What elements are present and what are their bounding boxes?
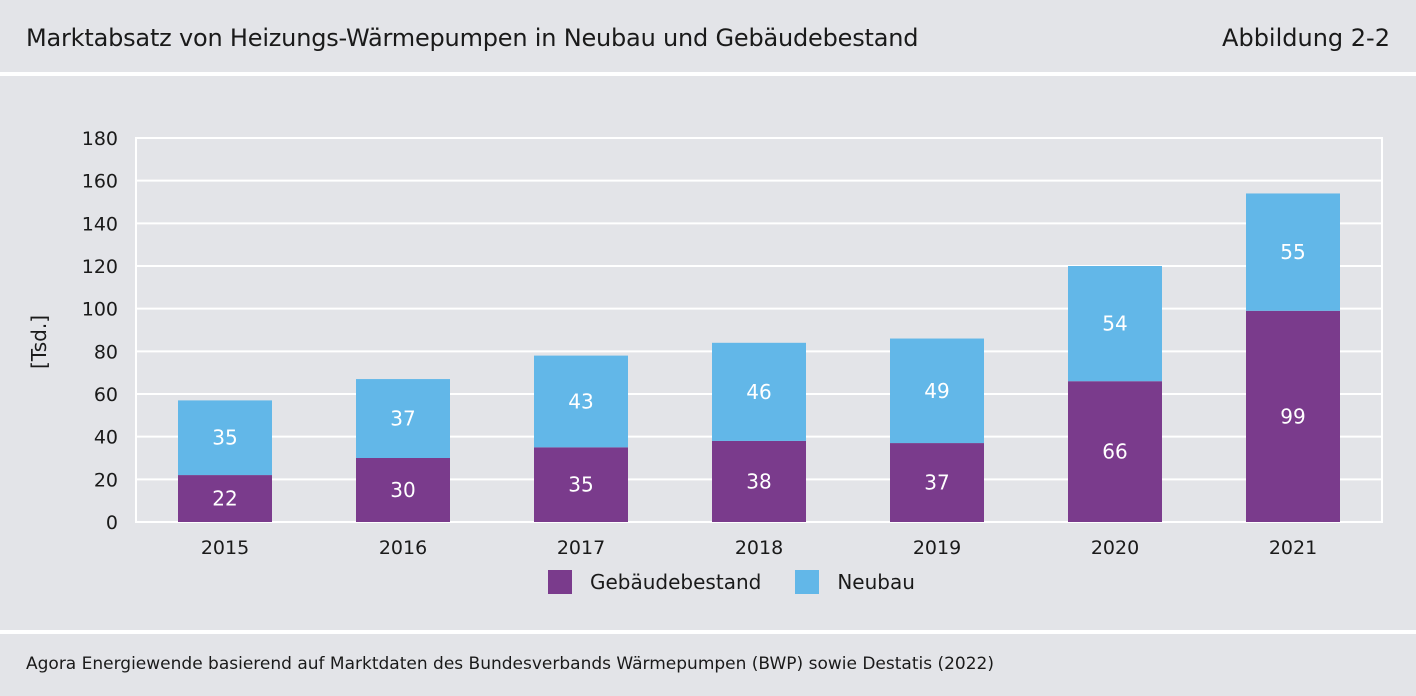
data-label: 30 <box>390 478 415 502</box>
bars-layer <box>178 193 1340 522</box>
data-label: 66 <box>1102 440 1127 464</box>
data-label: 37 <box>390 407 415 431</box>
data-label: 54 <box>1102 312 1127 336</box>
x-tick-label: 2019 <box>913 537 961 559</box>
data-label: 35 <box>568 473 593 497</box>
x-tick-label: 2021 <box>1269 537 1317 559</box>
data-label: 38 <box>746 469 771 493</box>
y-tick-label: 120 <box>82 256 118 278</box>
y-tick-label: 20 <box>94 469 118 491</box>
header-divider <box>0 72 1416 76</box>
source-note: Agora Energiewende basierend auf Marktda… <box>26 654 995 674</box>
bar-gebaeudebestand-2021 <box>1246 310 1340 522</box>
chart-title: Marktabsatz von Heizungs-Wärmepumpen in … <box>26 24 919 52</box>
data-label: 43 <box>568 389 593 413</box>
bar-gebaeudebestand-2018 <box>712 440 806 522</box>
y-tick-label: 60 <box>94 384 118 406</box>
data-label: 37 <box>924 471 949 495</box>
data-label: 55 <box>1280 240 1305 264</box>
bar-neubau-2018 <box>712 342 806 441</box>
x-tick-label: 2015 <box>201 537 249 559</box>
data-label: 22 <box>212 487 237 511</box>
data-label: 46 <box>746 380 771 404</box>
footer-divider <box>0 630 1416 634</box>
stacked-bar-chart: 22 35 30 37 35 43 38 46 37 49 66 54 99 55 0 20 40 60 80 10… <box>27 128 1383 559</box>
bar-neubau-2021 <box>1246 193 1340 311</box>
bar-gebaeudebestand-2019 <box>890 443 984 522</box>
data-label: 49 <box>924 379 949 403</box>
y-tick-label: 160 <box>82 171 118 193</box>
bar-gebaeudebestand-2020 <box>1068 381 1162 522</box>
data-label: 35 <box>212 426 237 450</box>
x-tick-label: 2016 <box>379 537 427 559</box>
bar-neubau-2015 <box>178 400 272 476</box>
legend-swatch-gebaeudebestand <box>548 570 572 594</box>
x-tick-label: 2018 <box>735 537 783 559</box>
figure-label: Abbildung 2-2 <box>1222 24 1390 52</box>
y-axis-title: [Tsd.] <box>27 315 51 369</box>
y-tick-label: 80 <box>94 341 118 363</box>
axis-layer: 0 20 40 60 80 100 120 140 160 180 2015 2016 2017 2018… <box>82 128 1317 559</box>
y-tick-label: 180 <box>82 128 118 150</box>
bar-neubau-2020 <box>1068 266 1162 382</box>
chart-header: Marktabsatz von Heizungs-Wärmepumpen in … <box>0 0 1416 73</box>
x-tick-label: 2017 <box>557 537 605 559</box>
legend-label-gebaeudebestand: Gebäudebestand <box>590 570 762 594</box>
legend-swatch-neubau <box>795 570 820 594</box>
y-tick-label: 0 <box>106 512 118 534</box>
y-tick-label: 140 <box>82 213 118 235</box>
legend-item-gebaeudebestand: Gebäudebestand <box>548 570 761 594</box>
legend: Gebäudebestand Neubau <box>548 570 949 594</box>
bar-gebaeudebestand-2016 <box>356 458 450 522</box>
bar-neubau-2019 <box>890 338 984 444</box>
labels-layer: 22 35 30 37 35 43 38 46 37 49 66 54 99 55 <box>212 240 1305 510</box>
legend-label-neubau: Neubau <box>837 570 915 594</box>
bar-neubau-2017 <box>534 355 628 448</box>
data-label: 99 <box>1280 404 1305 428</box>
bar-gebaeudebestand-2017 <box>534 447 628 522</box>
legend-item-neubau: Neubau <box>795 570 915 594</box>
y-tick-label: 100 <box>82 299 118 321</box>
bar-neubau-2016 <box>356 379 450 458</box>
x-tick-label: 2020 <box>1091 537 1139 559</box>
y-tick-label: 40 <box>94 427 118 449</box>
bar-gebaeudebestand-2015 <box>178 475 272 522</box>
